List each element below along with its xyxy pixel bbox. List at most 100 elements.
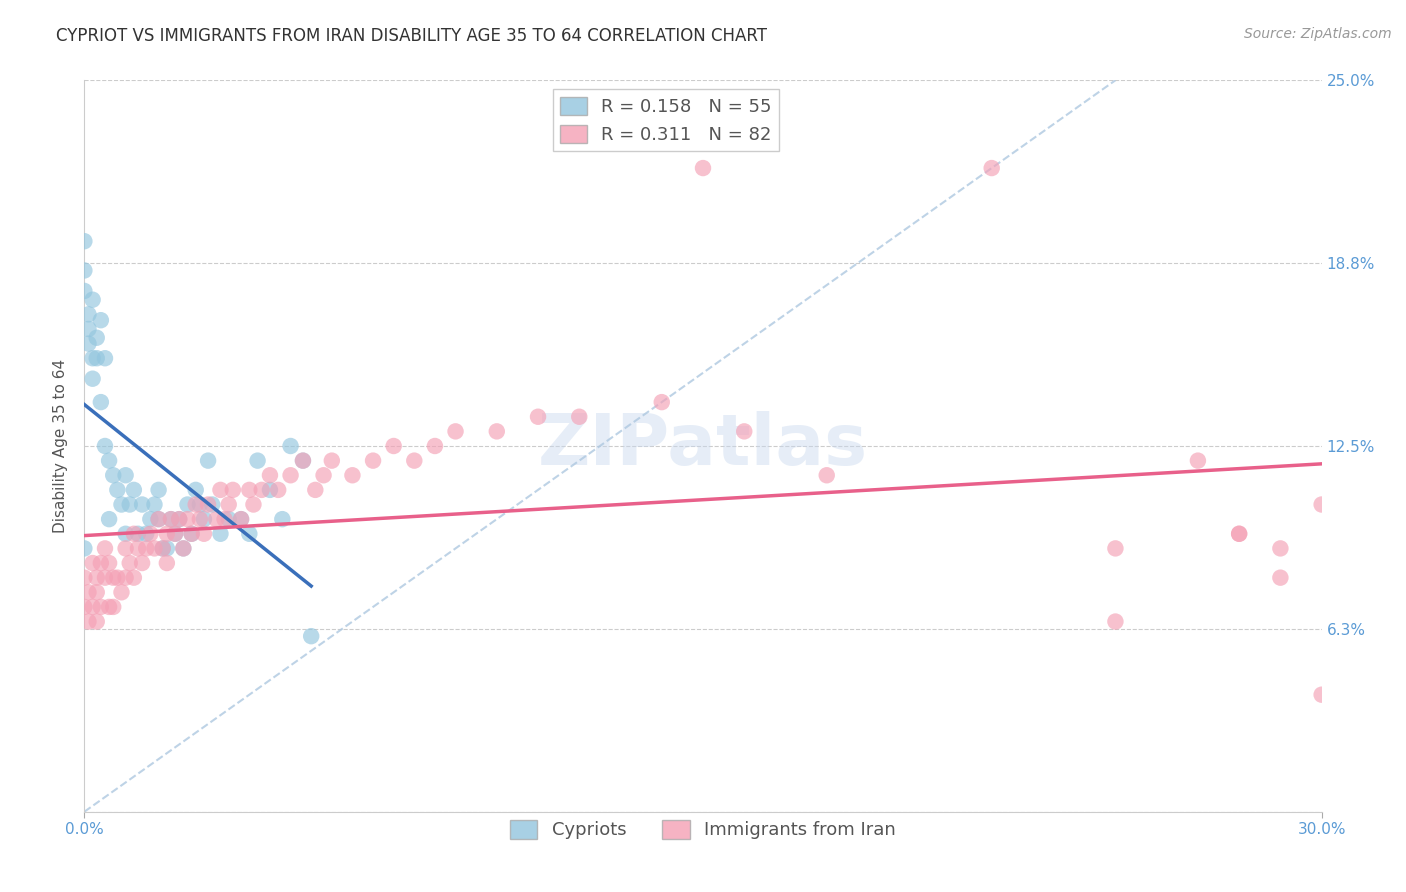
- Point: [246, 453, 269, 467]
- Point: [188, 498, 211, 512]
- Point: [82, 351, 104, 366]
- Y-axis label: Disability Age 35 to 64: Disability Age 35 to 64: [53, 359, 69, 533]
- Point: [98, 453, 121, 467]
- Point: [127, 526, 149, 541]
- Point: [156, 541, 179, 556]
- Point: [114, 571, 136, 585]
- Point: [73, 234, 96, 248]
- Point: [77, 322, 100, 336]
- Point: [139, 512, 162, 526]
- Point: [90, 599, 112, 614]
- Point: [201, 498, 224, 512]
- Point: [156, 556, 179, 570]
- Point: [114, 541, 136, 556]
- Point: [568, 409, 591, 424]
- Point: [148, 483, 170, 497]
- Point: [188, 512, 211, 526]
- Point: [90, 556, 112, 570]
- Point: [193, 512, 215, 526]
- Point: [110, 498, 132, 512]
- Point: [103, 599, 125, 614]
- Point: [114, 468, 136, 483]
- Point: [82, 599, 104, 614]
- Point: [98, 512, 121, 526]
- Point: [172, 541, 194, 556]
- Point: [160, 512, 183, 526]
- Point: [299, 629, 322, 643]
- Point: [184, 483, 207, 497]
- Point: [1104, 615, 1126, 629]
- Point: [131, 498, 153, 512]
- Point: [165, 526, 187, 541]
- Point: [242, 498, 264, 512]
- Point: [176, 512, 198, 526]
- Point: [209, 526, 232, 541]
- Point: [143, 541, 166, 556]
- Point: [135, 541, 157, 556]
- Point: [98, 599, 121, 614]
- Point: [94, 541, 117, 556]
- Point: [209, 483, 232, 497]
- Point: [73, 571, 96, 585]
- Point: [321, 453, 343, 467]
- Point: [90, 395, 112, 409]
- Point: [77, 307, 100, 321]
- Point: [167, 512, 190, 526]
- Point: [1310, 498, 1333, 512]
- Point: [127, 541, 149, 556]
- Point: [1310, 688, 1333, 702]
- Text: CYPRIOT VS IMMIGRANTS FROM IRAN DISABILITY AGE 35 TO 64 CORRELATION CHART: CYPRIOT VS IMMIGRANTS FROM IRAN DISABILI…: [56, 27, 768, 45]
- Point: [259, 483, 281, 497]
- Point: [184, 498, 207, 512]
- Point: [423, 439, 446, 453]
- Point: [250, 483, 273, 497]
- Point: [82, 556, 104, 570]
- Point: [291, 453, 314, 467]
- Point: [122, 526, 145, 541]
- Point: [180, 526, 202, 541]
- Point: [82, 293, 104, 307]
- Point: [342, 468, 364, 483]
- Point: [86, 615, 108, 629]
- Point: [160, 512, 183, 526]
- Point: [444, 425, 467, 439]
- Point: [143, 498, 166, 512]
- Point: [238, 526, 260, 541]
- Point: [77, 615, 100, 629]
- Point: [980, 161, 1002, 175]
- Point: [114, 526, 136, 541]
- Text: ZIPatlas: ZIPatlas: [538, 411, 868, 481]
- Point: [527, 409, 550, 424]
- Point: [404, 453, 426, 467]
- Point: [165, 526, 187, 541]
- Point: [86, 331, 108, 345]
- Point: [122, 483, 145, 497]
- Point: [167, 512, 190, 526]
- Point: [205, 512, 228, 526]
- Point: [218, 498, 240, 512]
- Point: [197, 453, 219, 467]
- Point: [86, 571, 108, 585]
- Point: [229, 512, 252, 526]
- Point: [73, 284, 96, 298]
- Point: [82, 372, 104, 386]
- Point: [118, 498, 141, 512]
- Point: [172, 541, 194, 556]
- Point: [94, 571, 117, 585]
- Point: [131, 556, 153, 570]
- Point: [73, 541, 96, 556]
- Point: [312, 468, 335, 483]
- Point: [110, 585, 132, 599]
- Point: [148, 512, 170, 526]
- Point: [73, 599, 96, 614]
- Point: [1227, 526, 1250, 541]
- Point: [180, 526, 202, 541]
- Point: [193, 526, 215, 541]
- Point: [229, 512, 252, 526]
- Point: [105, 483, 128, 497]
- Legend: Cypriots, Immigrants from Iran: Cypriots, Immigrants from Iran: [503, 813, 903, 847]
- Point: [259, 468, 281, 483]
- Point: [86, 351, 108, 366]
- Point: [77, 585, 100, 599]
- Point: [1227, 526, 1250, 541]
